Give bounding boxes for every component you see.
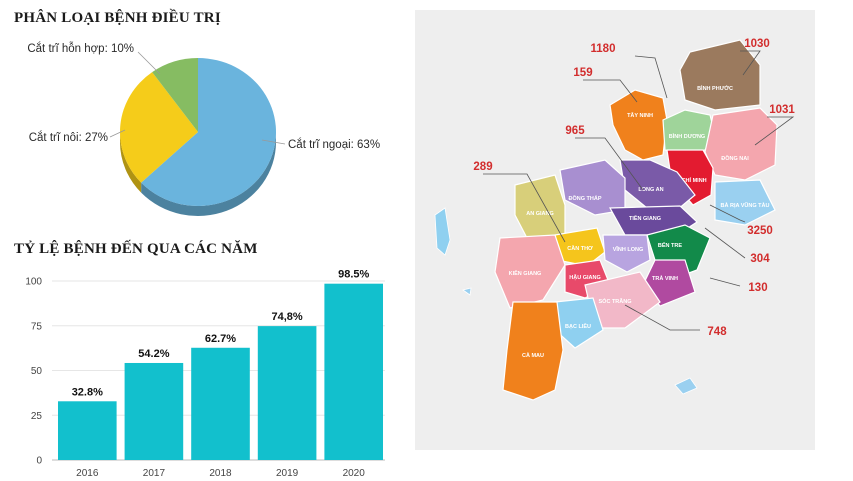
map-island-0 <box>434 207 451 256</box>
pie-label-0: Cắt trĩ ngoại: 63% <box>288 138 380 151</box>
map-count-130: 130 <box>748 282 767 294</box>
map-province-label-18: CÀ MAU <box>522 352 544 359</box>
provinces-map: BÌNH PHƯỚC TÂY NINH BÌNH DƯƠNG ĐỒNG NAI TP H… <box>434 38 795 401</box>
map-province-12 <box>602 234 651 273</box>
bar-xtick-2020: 2020 <box>343 468 366 479</box>
bar-xtick-2017: 2017 <box>143 468 166 479</box>
map-province-label-0: BÌNH PHƯỚC <box>697 84 733 92</box>
map-province-label-4: TP HỒ CHÍ MINH <box>663 176 706 184</box>
map-count-965: 965 <box>565 125 585 137</box>
map-count-304: 304 <box>750 253 770 265</box>
map-count-748: 748 <box>707 326 727 338</box>
map-count-1180: 1180 <box>591 43 616 55</box>
map-province-7 <box>559 159 626 216</box>
map-province-label-2: BÌNH DƯƠNG <box>669 132 705 140</box>
map-count-leader-3 <box>754 116 795 146</box>
map-island-1 <box>674 377 698 395</box>
map-count-leader-0 <box>634 55 668 99</box>
map-count-1030: 1030 <box>744 38 770 50</box>
pie-leader-line-0 <box>261 139 286 145</box>
map-count-leader-5 <box>483 173 566 243</box>
pie-leader-line-1 <box>109 129 126 138</box>
bar-data-label-2016: 32.8% <box>72 386 103 398</box>
map-province-label-9: TIỀN GIANG <box>629 215 661 222</box>
map-count-leader-1 <box>740 50 761 76</box>
map-province-label-10: BẾN TRE <box>658 242 682 249</box>
map-count-3250: 3250 <box>747 225 773 237</box>
bar-data-label-2017: 54.2% <box>138 348 169 360</box>
map-province-label-16: SÓC TRĂNG <box>599 297 632 305</box>
pie-chart: Cắt trĩ ngoại: 63% Cắt trĩ nôi: 27% Cắt tr… <box>27 42 380 216</box>
map-province-label-15: HẬU GIANG <box>569 274 600 281</box>
map-province-label-3: ĐỒNG NAI <box>721 155 749 162</box>
map-province-label-7: ĐỒNG THÁP <box>569 195 602 202</box>
pie-slice-side-1 <box>120 132 142 193</box>
bar-ytick-2: 50 <box>31 366 43 377</box>
bar-xtick-2019: 2019 <box>276 468 299 479</box>
pie-leader-line-2 <box>137 51 161 75</box>
pie-label-2: Cắt trĩ hỗn hợp: 10% <box>27 42 134 55</box>
map-count-leader-9 <box>624 304 700 331</box>
map-province-label-1: TÂY NINH <box>627 112 653 119</box>
map-province-label-12: VĨNH LONG <box>613 246 644 253</box>
bar-xtick-2018: 2018 <box>209 468 232 479</box>
pie-slice-side-0 <box>141 132 276 216</box>
map-count-1031: 1031 <box>769 104 795 116</box>
bar-ytick-1: 25 <box>31 411 43 422</box>
map-island-2 <box>462 287 472 296</box>
map-province-5 <box>714 179 776 226</box>
map-count-leader-2 <box>583 79 638 103</box>
bar-chart-title: TỶ LỆ BỆNH ĐẾN QUA CÁC NĂM <box>14 241 258 257</box>
map-province-label-6: LONG AN <box>638 187 663 193</box>
pie-chart-title: PHÂN LOẠI BỆNH ĐIỀU TRỊ <box>14 10 221 26</box>
bar-data-label-2020: 98.5% <box>338 269 369 281</box>
map-count-leader-4 <box>575 137 644 191</box>
pie-slice-0 <box>141 58 277 206</box>
map-count-leader-6 <box>709 204 746 223</box>
pie-slice-1 <box>120 72 198 183</box>
bar-data-label-2018: 62.7% <box>205 333 236 345</box>
map-count-159: 159 <box>573 67 592 79</box>
map-province-label-8: AN GIANG <box>526 211 554 217</box>
bar-2020 <box>324 283 384 460</box>
map-province-6 <box>619 159 696 211</box>
bar-ytick-3: 75 <box>31 321 43 332</box>
map-province-label-5: BÀ RỊA VŨNG TÀU <box>721 202 770 209</box>
bar-2016 <box>57 401 117 460</box>
map-province-label-11: CẦN THƠ <box>567 245 593 252</box>
map-province-0 <box>679 39 761 111</box>
bar-ytick-0: 0 <box>36 456 42 467</box>
bar-2017 <box>124 362 184 460</box>
map-province-18 <box>502 301 564 401</box>
map-count-289: 289 <box>473 161 492 173</box>
pie-label-1: Cắt trĩ nôi: 27% <box>29 131 108 144</box>
map-province-14 <box>494 234 566 309</box>
map-count-leader-7 <box>704 227 746 259</box>
map-panel: BÌNH PHƯỚC TÂY NINH BÌNH DƯƠNG ĐỒNG NAI TP H… <box>415 10 815 450</box>
bar-data-label-2019: 74,8% <box>271 311 302 323</box>
map-province-label-17: BẠC LIÊU <box>565 322 591 330</box>
bar-2019 <box>257 326 317 460</box>
bar-chart: 0 25 50 75 100 32.8% 2016 54.2% 2017 62.7% 2018 74,… <box>25 269 385 479</box>
map-province-3 <box>704 107 778 181</box>
bar-xtick-2016: 2016 <box>76 468 99 479</box>
map-province-label-14: KIÊN GIANG <box>509 269 542 277</box>
bar-ytick-4: 100 <box>25 277 42 288</box>
pie-slice-2 <box>152 58 198 132</box>
bar-2018 <box>191 347 250 460</box>
map-province-label-13: TRÀ VINH <box>652 275 678 282</box>
map-count-leader-8 <box>709 277 741 287</box>
map-province-1 <box>609 89 668 161</box>
